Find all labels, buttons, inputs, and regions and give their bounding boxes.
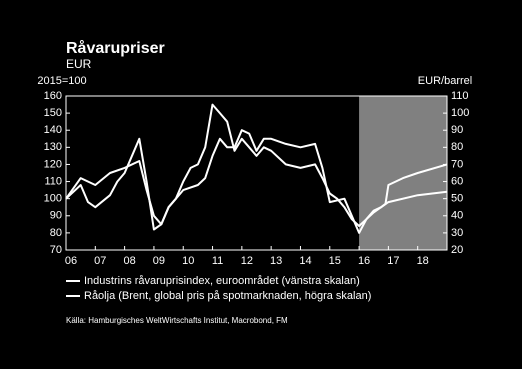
x-tick-label: 14 [299, 255, 311, 267]
source: Källa: Hamburgisches WeltWirtschafts Ins… [66, 316, 288, 325]
x-tick-label: 16 [358, 255, 370, 267]
y2-tick-label: 110 [451, 90, 469, 102]
x-tick-label: 10 [182, 255, 194, 267]
y2-tick-label: 100 [451, 107, 469, 119]
legend-label: Industrins råvaruprisindex, euroområdet … [84, 275, 360, 287]
x-tick-label: 15 [329, 255, 341, 267]
y-axis-label: 2015=100 [37, 75, 86, 87]
y-tick-label: 130 [44, 141, 62, 153]
y-tick-label: 80 [50, 227, 62, 239]
y2-tick-label: 30 [451, 227, 463, 239]
x-tick-label: 18 [417, 255, 429, 267]
x-tick-label: 07 [94, 255, 106, 267]
y2-tick-label: 80 [451, 141, 463, 153]
y2-tick-label: 70 [451, 158, 463, 170]
y-tick-label: 100 [44, 193, 62, 205]
y2-axis-label: EUR/barrel [418, 75, 472, 87]
y-tick-label: 90 [50, 210, 62, 222]
plot-frame [65, 95, 448, 251]
y2-tick-label: 90 [451, 124, 463, 136]
y2-tick-label: 60 [451, 175, 463, 187]
forecast-shade [359, 96, 447, 250]
y2-tick-label: 50 [451, 193, 463, 205]
y-tick-label: 160 [44, 90, 62, 102]
y-tick-label: 120 [44, 158, 62, 170]
y2-tick-label: 20 [451, 244, 463, 256]
y-tick-label: 110 [44, 175, 62, 187]
x-tick-label: 13 [270, 255, 282, 267]
legend-label: Råolja (Brent, global pris på spotmarkna… [84, 290, 371, 302]
y-tick-label: 150 [44, 107, 62, 119]
x-tick-label: 06 [65, 255, 77, 267]
y-tick-label: 140 [44, 124, 62, 136]
x-tick-label: 09 [153, 255, 165, 267]
series-line [65, 129, 448, 234]
y2-tick-label: 40 [451, 210, 463, 222]
chart-subtitle: EUR [66, 57, 92, 71]
chart-title: Råvarupriser [66, 39, 165, 57]
y-tick-label: 70 [50, 244, 62, 256]
x-tick-label: 08 [123, 255, 135, 267]
x-tick-label: 11 [212, 255, 223, 267]
x-tick-label: 12 [241, 255, 253, 267]
x-tick-label: 17 [387, 255, 399, 267]
